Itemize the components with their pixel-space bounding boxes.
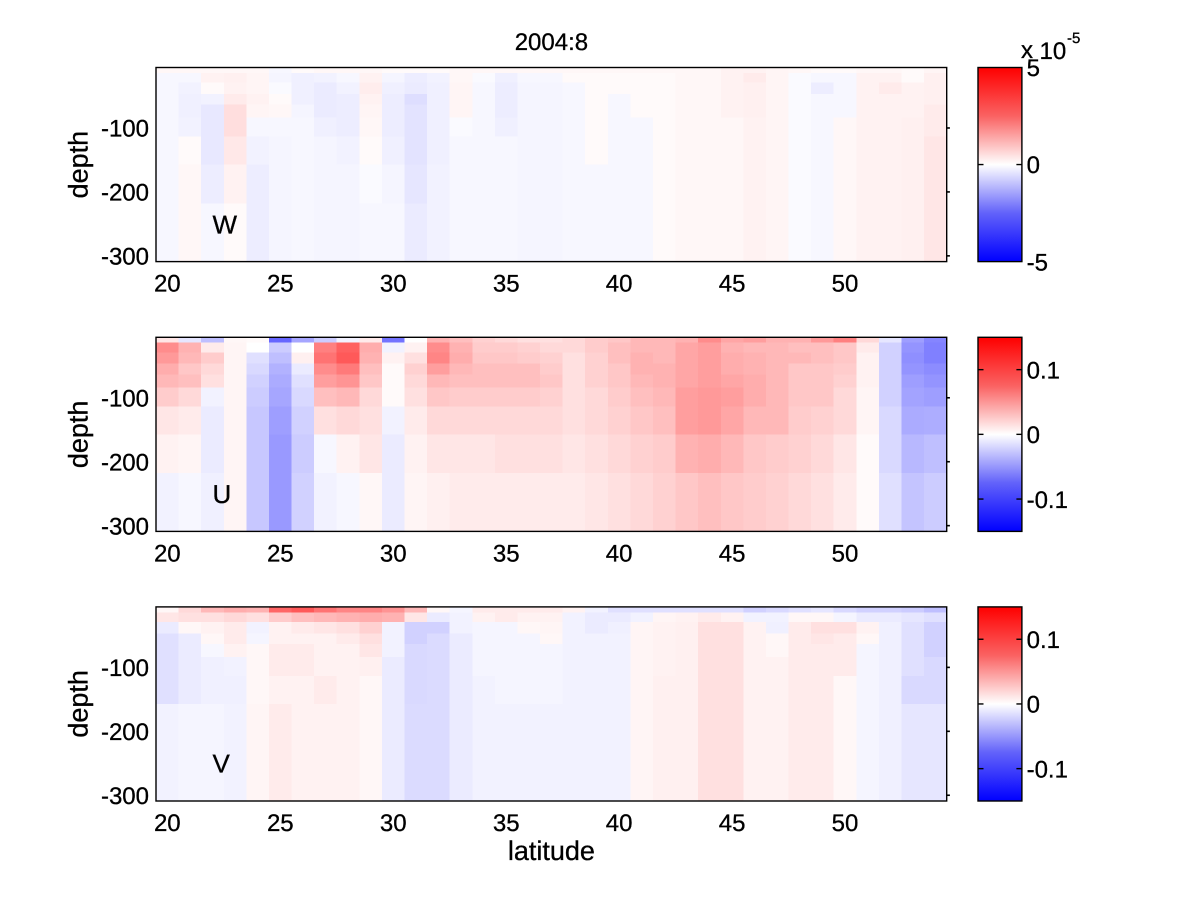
svg-text:V: V [213,749,231,779]
svg-text:40: 40 [606,271,633,298]
svg-text:0.1: 0.1 [1027,627,1060,654]
svg-text:-5: -5 [1027,249,1048,276]
svg-text:-100: -100 [101,116,149,143]
svg-text:-300: -300 [101,244,149,271]
svg-text:U: U [213,479,232,509]
svg-text:45: 45 [719,271,746,298]
svg-text:20: 20 [154,540,181,567]
svg-text:latitude: latitude [508,836,595,866]
svg-text:0.1: 0.1 [1027,357,1060,384]
svg-text:25: 25 [267,810,294,837]
svg-text:-300: -300 [101,783,149,810]
svg-text:-0.1: -0.1 [1027,487,1068,514]
svg-text:30: 30 [380,540,407,567]
svg-text:35: 35 [493,540,520,567]
svg-text:2004:8: 2004:8 [515,29,588,56]
svg-text:45: 45 [719,810,746,837]
svg-text:0: 0 [1027,692,1040,719]
svg-text:-200: -200 [101,180,149,207]
svg-text:30: 30 [380,271,407,298]
svg-text:-300: -300 [101,513,149,540]
svg-text:-5: -5 [1067,30,1080,47]
svg-text:0: 0 [1027,422,1040,449]
svg-text:35: 35 [493,810,520,837]
svg-text:50: 50 [832,540,859,567]
svg-text:35: 35 [493,271,520,298]
svg-text:25: 25 [267,540,294,567]
svg-text:40: 40 [606,540,633,567]
svg-text:W: W [213,209,238,239]
svg-text:20: 20 [154,810,181,837]
svg-text:depth: depth [64,401,94,469]
svg-text:depth: depth [64,670,94,738]
svg-text:30: 30 [380,810,407,837]
svg-text:10: 10 [1040,38,1067,65]
svg-text:0: 0 [1027,152,1040,179]
svg-text:5: 5 [1027,55,1040,82]
svg-text:50: 50 [832,271,859,298]
svg-text:-200: -200 [101,719,149,746]
svg-text:-100: -100 [101,655,149,682]
svg-text:50: 50 [832,810,859,837]
svg-text:40: 40 [606,810,633,837]
svg-text:depth: depth [64,131,94,199]
svg-text:20: 20 [154,271,181,298]
svg-text:45: 45 [719,540,746,567]
svg-text:-100: -100 [101,386,149,413]
svg-text:25: 25 [267,271,294,298]
svg-text:x: x [1021,37,1033,64]
svg-text:-0.1: -0.1 [1027,756,1068,783]
svg-text:-200: -200 [101,449,149,476]
